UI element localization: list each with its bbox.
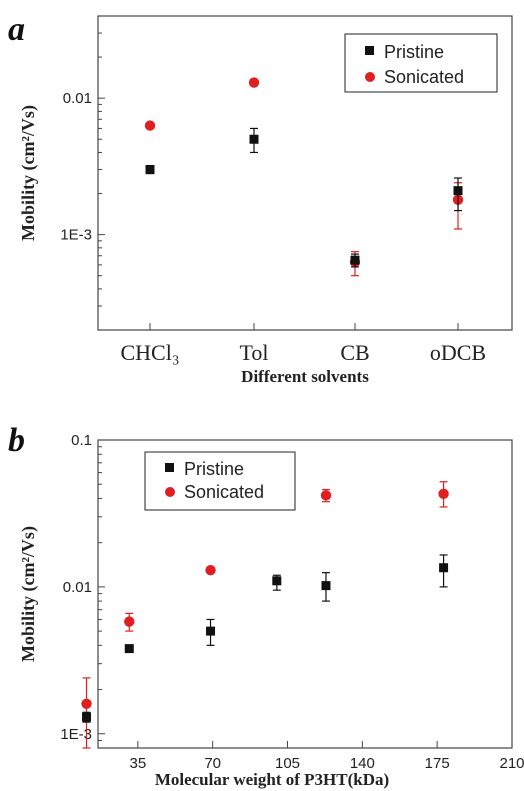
panel-a-letter: a [8,11,25,48]
panel-a-xlabel: Different solvents [241,367,369,386]
panel-a-ylabel: Mobility (cm²/Vs) [18,105,39,241]
pristine-point [206,626,216,636]
panel-b-letter: b [8,422,25,459]
legend-pristine-label: Pristine [384,42,444,62]
legend-sonicated-label: Sonicated [184,482,264,502]
x-tick-label: 35 [129,755,146,772]
pristine-point [249,134,259,144]
pristine-point [350,255,360,265]
x-tick-label: 210 [499,755,524,772]
y-tick-label: 1E-3 [60,227,92,244]
panel-b-xlabel: Molecular weight of P3HT(kDa) [155,770,389,789]
pristine-point [453,186,463,196]
sonicated-point [438,488,449,500]
sonicated-point [81,698,92,709]
pristine-point [272,576,282,586]
pristine-point [321,581,331,591]
x-category-label: oDCB [430,340,486,365]
legend-pristine-marker [365,46,374,55]
y-tick-label: 0.1 [71,432,92,449]
panel-a-plot-frame [97,15,513,331]
legend-pristine-marker [165,463,174,472]
panel-b-chart: b 1E-3 0.01 0.1 35 70 105 140 175 210 Mobility … [8,422,524,789]
y-tick-label: 1E-3 [60,726,92,743]
x-category-label: Tol [239,340,268,365]
legend-pristine-label: Pristine [184,459,244,479]
sonicated-point [320,490,332,501]
pristine-point [124,644,134,654]
sonicated-point [248,77,260,88]
x-category-label: CHCl₃ [120,340,179,365]
panel-b-ylabel: Mobility (cm²/Vs) [18,526,39,662]
panel-b-legend: Pristine Sonicated [144,451,296,511]
x-tick-label: 70 [204,755,221,772]
sonicated-point [144,120,156,131]
legend-sonicated-marker [365,72,375,82]
panel-a-chart: a 1E-3 0.01 CHCl₃ Tol CB oDCB Mobility (cm²/… [8,11,513,386]
sonicated-point [205,564,216,576]
x-tick-label: 140 [350,755,375,772]
panel-a-legend: Pristine Sonicated [344,33,498,93]
x-category-label: CB [340,340,369,365]
y-tick-label: 0.01 [63,579,92,596]
x-tick-label: 105 [275,755,300,772]
pristine-point [439,563,449,573]
y-tick-label: 0.01 [63,90,92,107]
legend-sonicated-marker [165,487,175,497]
pristine-point [82,712,92,722]
sonicated-point [124,616,135,627]
x-tick-label: 175 [425,755,450,772]
pristine-point [145,165,155,175]
legend-sonicated-label: Sonicated [384,67,464,87]
